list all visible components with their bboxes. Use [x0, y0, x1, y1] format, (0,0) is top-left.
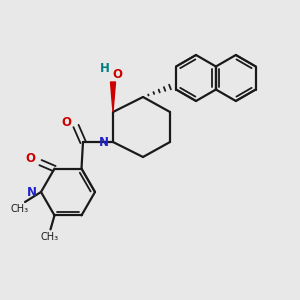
Text: CH₃: CH₃	[11, 204, 29, 214]
Text: O: O	[112, 68, 122, 80]
Polygon shape	[110, 82, 116, 112]
Text: N: N	[99, 136, 109, 148]
Text: N: N	[27, 185, 37, 199]
Text: O: O	[26, 152, 35, 165]
Text: CH₃: CH₃	[40, 232, 58, 242]
Text: O: O	[61, 116, 71, 130]
Text: H: H	[100, 62, 110, 76]
